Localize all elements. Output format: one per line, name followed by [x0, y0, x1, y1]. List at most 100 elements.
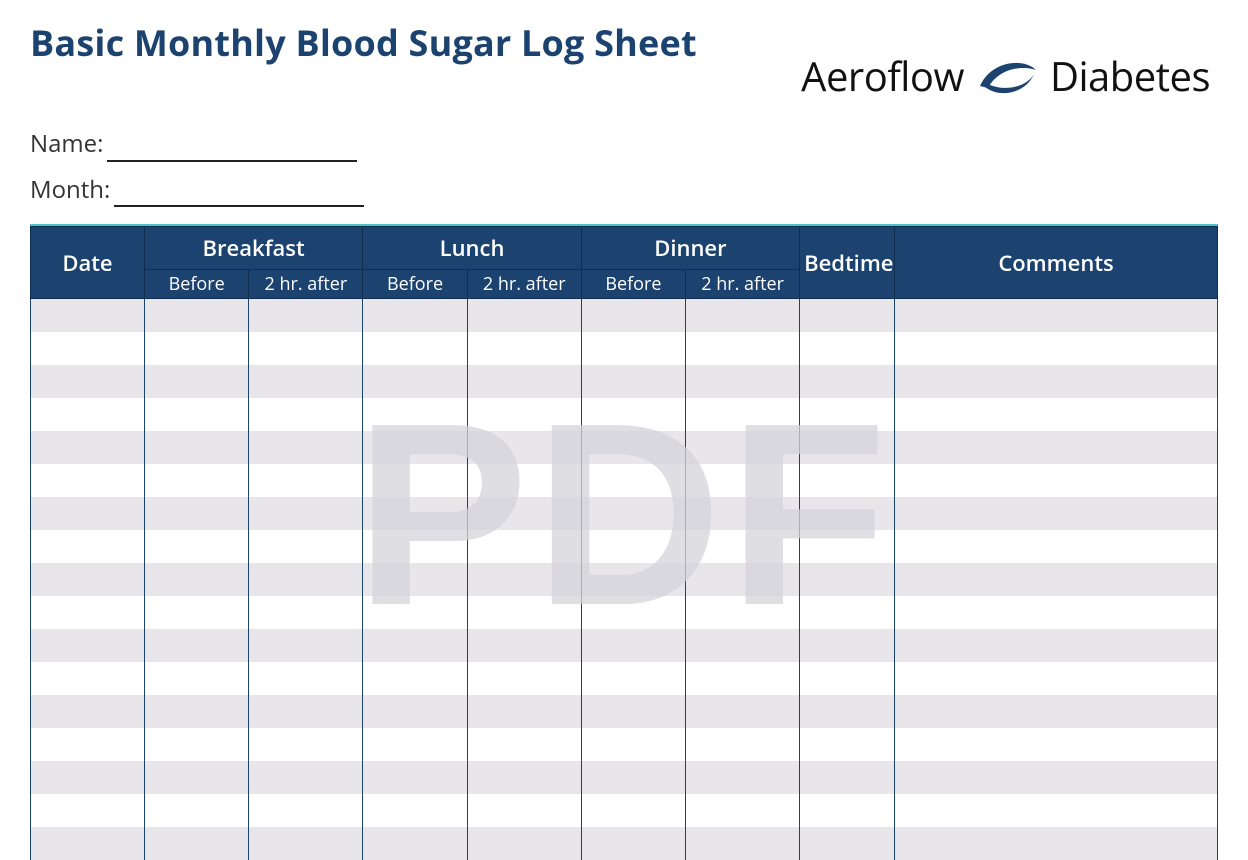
table-cell[interactable]	[686, 563, 800, 596]
table-cell[interactable]	[144, 761, 248, 794]
table-cell[interactable]	[249, 563, 363, 596]
table-cell[interactable]	[686, 794, 800, 827]
table-cell[interactable]	[144, 596, 248, 629]
table-cell[interactable]	[363, 662, 467, 695]
table-cell[interactable]	[895, 398, 1218, 431]
table-cell[interactable]	[363, 299, 467, 332]
table-cell[interactable]	[31, 464, 145, 497]
table-cell[interactable]	[581, 332, 685, 365]
table-cell[interactable]	[31, 596, 145, 629]
table-cell[interactable]	[686, 398, 800, 431]
table-cell[interactable]	[581, 827, 685, 860]
table-cell[interactable]	[581, 794, 685, 827]
table-cell[interactable]	[686, 332, 800, 365]
table-cell[interactable]	[895, 629, 1218, 662]
table-cell[interactable]	[686, 629, 800, 662]
table-cell[interactable]	[467, 464, 581, 497]
table-cell[interactable]	[249, 332, 363, 365]
table-cell[interactable]	[249, 431, 363, 464]
table-cell[interactable]	[144, 530, 248, 563]
table-cell[interactable]	[467, 761, 581, 794]
table-cell[interactable]	[144, 827, 248, 860]
table-cell[interactable]	[467, 794, 581, 827]
table-cell[interactable]	[581, 530, 685, 563]
table-cell[interactable]	[895, 563, 1218, 596]
table-cell[interactable]	[363, 695, 467, 728]
table-cell[interactable]	[144, 563, 248, 596]
table-cell[interactable]	[249, 794, 363, 827]
table-cell[interactable]	[800, 596, 895, 629]
table-cell[interactable]	[467, 332, 581, 365]
table-cell[interactable]	[895, 530, 1218, 563]
table-cell[interactable]	[895, 365, 1218, 398]
table-cell[interactable]	[31, 629, 145, 662]
table-cell[interactable]	[686, 728, 800, 761]
table-cell[interactable]	[363, 827, 467, 860]
table-cell[interactable]	[249, 596, 363, 629]
table-cell[interactable]	[581, 398, 685, 431]
table-cell[interactable]	[144, 695, 248, 728]
table-cell[interactable]	[686, 761, 800, 794]
table-cell[interactable]	[895, 794, 1218, 827]
table-cell[interactable]	[31, 563, 145, 596]
table-cell[interactable]	[581, 365, 685, 398]
table-cell[interactable]	[581, 662, 685, 695]
table-cell[interactable]	[800, 827, 895, 860]
table-cell[interactable]	[800, 530, 895, 563]
table-cell[interactable]	[31, 497, 145, 530]
table-cell[interactable]	[895, 497, 1218, 530]
table-cell[interactable]	[800, 431, 895, 464]
table-cell[interactable]	[581, 563, 685, 596]
table-cell[interactable]	[144, 464, 248, 497]
table-cell[interactable]	[144, 332, 248, 365]
table-cell[interactable]	[895, 662, 1218, 695]
table-cell[interactable]	[467, 695, 581, 728]
table-cell[interactable]	[249, 299, 363, 332]
table-cell[interactable]	[686, 497, 800, 530]
table-cell[interactable]	[363, 629, 467, 662]
table-cell[interactable]	[249, 761, 363, 794]
table-cell[interactable]	[800, 497, 895, 530]
table-cell[interactable]	[31, 728, 145, 761]
table-cell[interactable]	[800, 332, 895, 365]
table-cell[interactable]	[467, 497, 581, 530]
table-cell[interactable]	[895, 464, 1218, 497]
table-cell[interactable]	[249, 464, 363, 497]
table-cell[interactable]	[144, 728, 248, 761]
table-cell[interactable]	[581, 629, 685, 662]
table-cell[interactable]	[31, 431, 145, 464]
name-input-line[interactable]	[107, 140, 357, 162]
table-cell[interactable]	[800, 365, 895, 398]
table-cell[interactable]	[800, 761, 895, 794]
table-cell[interactable]	[895, 299, 1218, 332]
table-cell[interactable]	[249, 629, 363, 662]
table-cell[interactable]	[467, 431, 581, 464]
table-cell[interactable]	[363, 596, 467, 629]
table-cell[interactable]	[895, 332, 1218, 365]
table-cell[interactable]	[144, 365, 248, 398]
table-cell[interactable]	[249, 662, 363, 695]
table-cell[interactable]	[800, 695, 895, 728]
table-cell[interactable]	[895, 695, 1218, 728]
table-cell[interactable]	[581, 695, 685, 728]
table-cell[interactable]	[800, 629, 895, 662]
table-cell[interactable]	[31, 695, 145, 728]
table-cell[interactable]	[363, 431, 467, 464]
table-cell[interactable]	[31, 761, 145, 794]
month-input-line[interactable]	[114, 185, 364, 207]
table-cell[interactable]	[581, 728, 685, 761]
table-cell[interactable]	[581, 596, 685, 629]
table-cell[interactable]	[467, 563, 581, 596]
table-cell[interactable]	[144, 629, 248, 662]
table-cell[interactable]	[31, 365, 145, 398]
table-cell[interactable]	[581, 497, 685, 530]
table-cell[interactable]	[144, 398, 248, 431]
table-cell[interactable]	[144, 299, 248, 332]
table-cell[interactable]	[581, 761, 685, 794]
table-cell[interactable]	[467, 530, 581, 563]
table-cell[interactable]	[31, 662, 145, 695]
table-cell[interactable]	[144, 431, 248, 464]
table-cell[interactable]	[363, 563, 467, 596]
table-cell[interactable]	[467, 629, 581, 662]
table-cell[interactable]	[144, 662, 248, 695]
